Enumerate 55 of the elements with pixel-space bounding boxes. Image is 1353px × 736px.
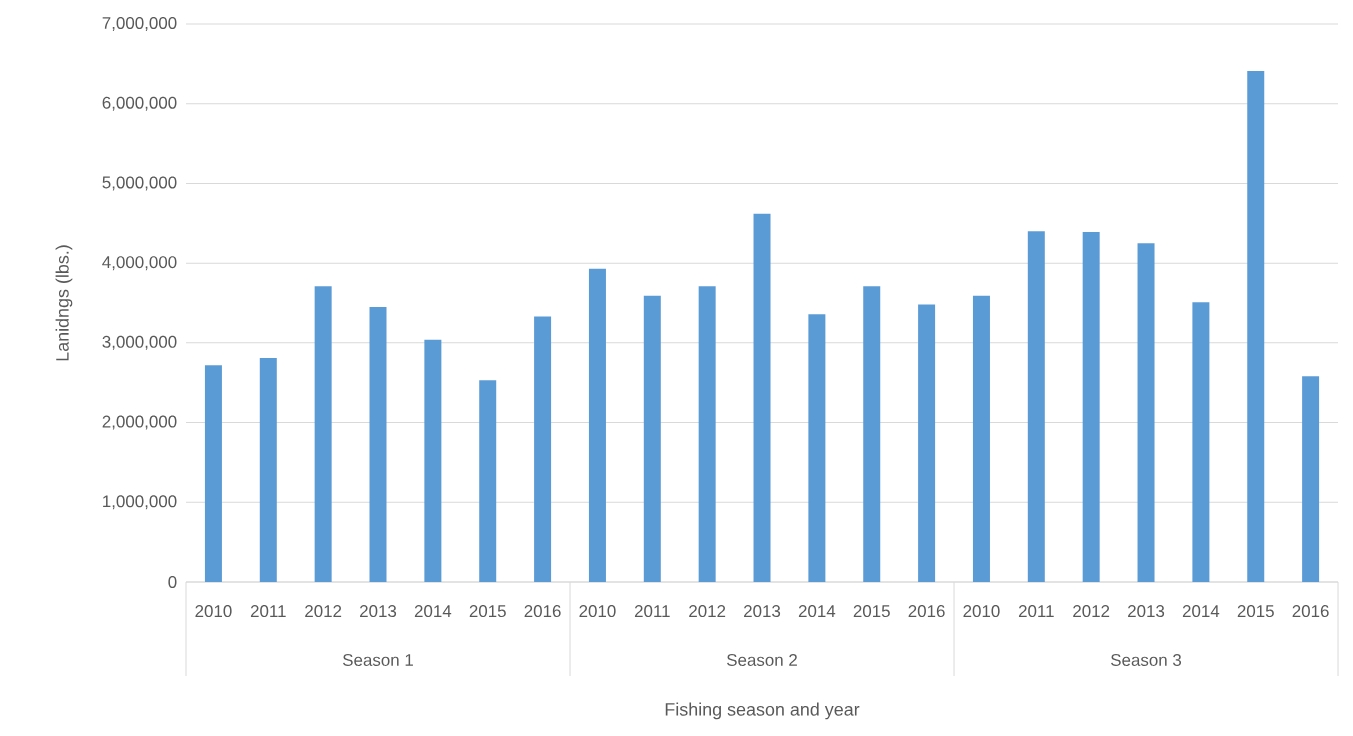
x-tick-label: 2010 xyxy=(579,605,616,618)
x-tick-label: 2014 xyxy=(1182,605,1220,618)
bar xyxy=(972,295,990,582)
x-tick-label: 2016 xyxy=(1292,605,1329,618)
bar xyxy=(1137,243,1155,582)
y-tick-label: 5,000,000 xyxy=(102,176,177,191)
y-tick-label: 3,000,000 xyxy=(102,335,177,350)
bar xyxy=(1027,231,1045,582)
text: Season 2 xyxy=(727,654,797,666)
y-tick-label: 6,000,000 xyxy=(102,96,177,111)
bar xyxy=(369,306,387,582)
bar xyxy=(863,286,881,582)
x-tick-label: 2015 xyxy=(853,605,890,618)
bar xyxy=(1192,302,1210,582)
bar xyxy=(534,316,552,582)
bar xyxy=(314,286,332,582)
x-tick-label: 2012 xyxy=(305,605,342,618)
x-tick-label: 2011 xyxy=(634,605,670,618)
bar xyxy=(753,213,771,582)
y-tick-label: 4,000,000 xyxy=(102,256,177,271)
bar xyxy=(918,304,936,582)
y-tick-label: 7,000,000 xyxy=(102,16,177,31)
y-axis-title: Lanidngs (lbs.) xyxy=(55,245,73,361)
bar xyxy=(259,358,277,582)
bar xyxy=(1302,376,1320,582)
text: Season 1 xyxy=(342,654,413,666)
bar xyxy=(204,365,222,582)
x-axis-title: Fishing season and year xyxy=(665,702,860,720)
y-tick-label: 1,000,000 xyxy=(103,495,177,510)
x-tick-label: 2013 xyxy=(1128,605,1165,618)
bar xyxy=(1082,232,1100,582)
x-tick-label: 2016 xyxy=(524,605,561,618)
x-tick-label: 2015 xyxy=(1237,605,1274,618)
x-tick-label: 2011 xyxy=(250,605,286,618)
x-tick-label: 2016 xyxy=(908,605,945,618)
x-tick-label: 2010 xyxy=(963,605,1000,618)
x-tick-label: 2012 xyxy=(689,605,726,618)
y-tick-label: 0 xyxy=(168,576,177,588)
x-tick-label: 2014 xyxy=(414,605,452,618)
text: Season 3 xyxy=(1111,654,1182,666)
x-tick-label: 2011 xyxy=(1018,605,1054,618)
bar xyxy=(588,268,606,582)
bar xyxy=(698,286,716,582)
bar xyxy=(479,380,497,582)
bar xyxy=(808,314,826,582)
x-tick-label: 2015 xyxy=(469,605,506,618)
x-tick-label: 2014 xyxy=(798,605,836,618)
bar xyxy=(424,339,442,582)
x-tick-label: 2012 xyxy=(1073,605,1110,618)
x-tick-label: 2013 xyxy=(744,605,781,618)
bar xyxy=(643,295,661,582)
bar xyxy=(1247,71,1265,582)
x-tick-label: 2013 xyxy=(360,605,397,618)
y-tick-label: 2,000,000 xyxy=(102,415,177,430)
x-tick-label: 2010 xyxy=(195,605,232,618)
